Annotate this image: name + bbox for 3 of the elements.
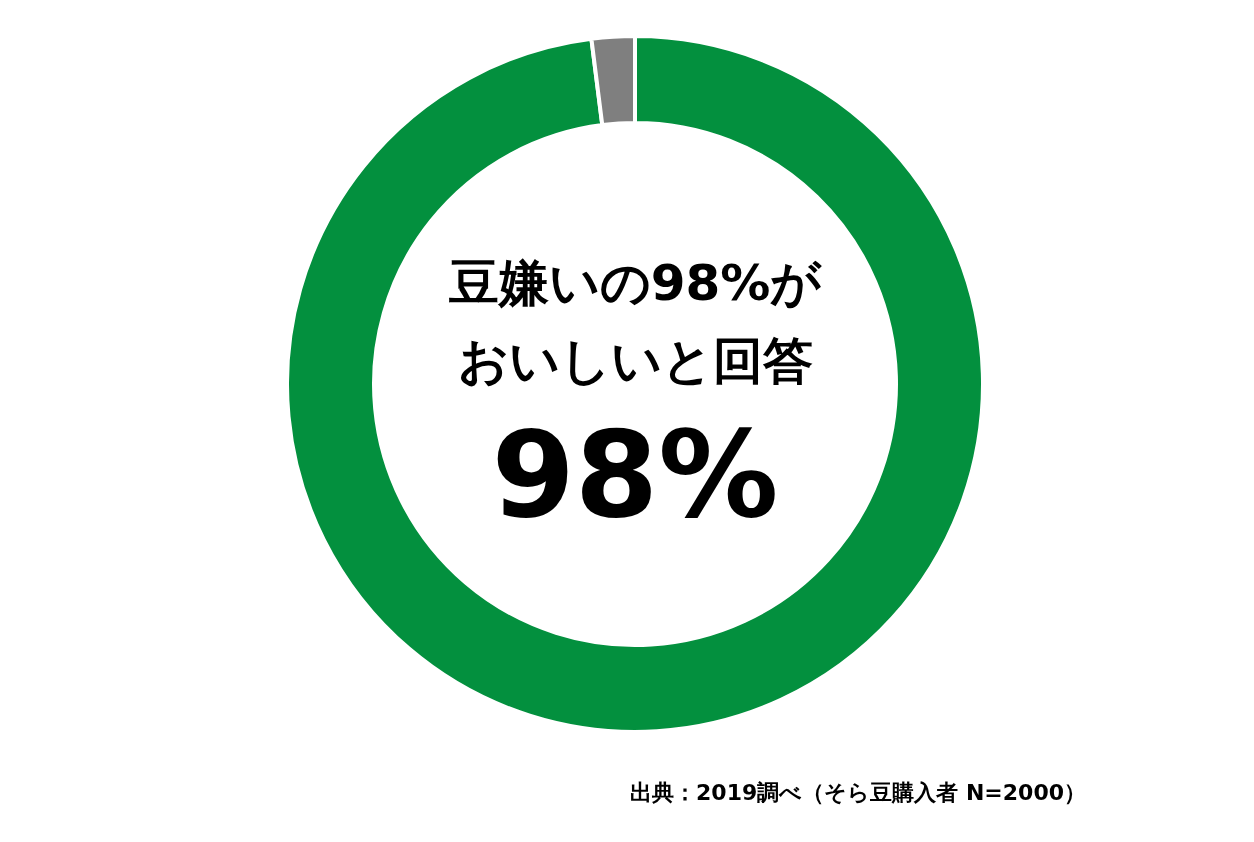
text: 豆嫌いの98%がおいしいと回答 [447,253,823,392]
data-label: 98% [490,404,780,546]
source-note: 出典：2019調べ（そら豆購入者 N=2000） [630,779,1086,807]
